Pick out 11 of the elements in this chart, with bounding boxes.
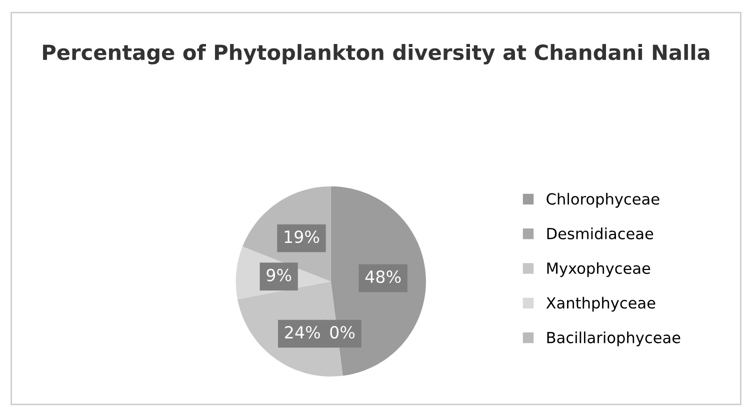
- data-label: 19%: [284, 230, 320, 244]
- legend-label: Desmidiaceae: [547, 228, 654, 240]
- data-label: 9%: [266, 268, 292, 282]
- data-label: 48%: [365, 270, 401, 284]
- legend-label: Bacillariophyceae: [547, 331, 680, 346]
- legend-label: Chlorophyceae: [546, 192, 660, 208]
- chart-title: Percentage of Phytoplankton diversity at Chandani Nalla: [43, 44, 710, 64]
- data-label: 24%: [285, 326, 320, 339]
- legend-label: Myxophyceae: [547, 262, 650, 277]
- legend-label: Xanthphyceae: [546, 296, 656, 312]
- text: 0%: [330, 326, 355, 339]
